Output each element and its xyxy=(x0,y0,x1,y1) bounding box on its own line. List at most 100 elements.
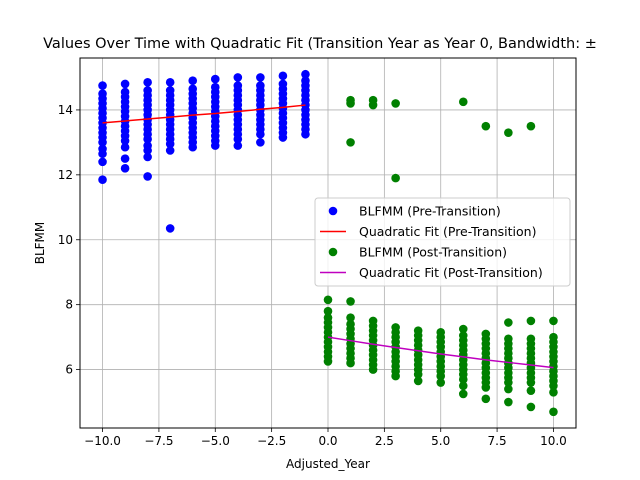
x-tick-label: −2.5 xyxy=(257,434,286,448)
scatter-point xyxy=(233,141,243,150)
x-tick-label: 0.0 xyxy=(318,434,337,448)
scatter-point xyxy=(323,306,333,316)
scatter-point xyxy=(120,164,130,173)
scatter-point xyxy=(526,386,536,395)
scatter-point xyxy=(504,318,513,327)
scatter-point xyxy=(526,121,536,131)
scatter-point xyxy=(278,71,288,81)
scatter-point xyxy=(368,365,378,374)
y-tick-label: 8 xyxy=(65,298,73,312)
scatter-point xyxy=(323,357,333,366)
scatter-point xyxy=(120,136,130,146)
legend-box xyxy=(314,197,571,287)
scatter-point xyxy=(346,358,355,368)
x-tick-label: 10.0 xyxy=(540,434,567,448)
scatter-point xyxy=(210,74,220,84)
scatter-point xyxy=(98,175,107,185)
x-axis-label: Adjusted_Year xyxy=(286,457,370,471)
axis-ticks: −10.0 −7.5 −5.0 −2.5 0.0 2.5 5.0 7.5 10.0 6 8 10 12 1… xyxy=(58,103,567,448)
scatter-point xyxy=(143,172,152,181)
x-tick-label: 2.5 xyxy=(375,434,394,448)
scatter-point xyxy=(458,389,468,399)
scatter-point xyxy=(256,129,265,139)
legend-label: Quadratic Fit (Post-Transition) xyxy=(359,265,543,280)
legend-marker xyxy=(328,247,338,257)
x-tick-label: 7.5 xyxy=(488,434,507,448)
scatter-point xyxy=(458,375,468,384)
scatter-point xyxy=(323,295,333,305)
scatter-point xyxy=(458,324,468,334)
scatter-point xyxy=(458,381,468,391)
scatter-point xyxy=(188,76,198,86)
scatter-point xyxy=(233,73,243,82)
scatter-point xyxy=(481,394,491,404)
scatter-point xyxy=(391,99,400,108)
scatter-point xyxy=(188,142,198,152)
scatter-point xyxy=(549,407,558,417)
scatter-point xyxy=(368,100,378,110)
y-tick-label: 14 xyxy=(58,103,73,117)
scatter-point xyxy=(301,69,310,79)
scatter-point xyxy=(278,133,288,142)
chart-marks xyxy=(98,69,558,417)
scatter-point xyxy=(549,387,558,397)
x-tick-label: −7.5 xyxy=(144,434,173,448)
scatter-point xyxy=(526,316,536,326)
scatter-point xyxy=(413,376,423,386)
scatter-point xyxy=(210,141,220,150)
scatter-point xyxy=(98,81,107,90)
scatter-point xyxy=(391,173,400,183)
legend-label: BLFMM (Pre-Transition) xyxy=(359,204,501,219)
scatter-point xyxy=(143,134,152,144)
scatter-point xyxy=(98,149,107,159)
legend-label: Quadratic Fit (Pre-Transition) xyxy=(359,224,536,239)
scatter-point xyxy=(346,138,355,147)
scatter-point xyxy=(526,378,536,387)
scatter-point xyxy=(504,128,513,137)
scatter-point xyxy=(301,129,310,139)
scatter-point xyxy=(504,397,513,407)
scatter-point xyxy=(143,78,152,87)
scatter-point xyxy=(165,78,175,87)
x-tick-label: −10.0 xyxy=(84,434,121,448)
scatter-point xyxy=(526,402,536,412)
y-tick-label: 10 xyxy=(58,233,73,247)
chart-title: Values Over Time with Quadratic Fit (Tra… xyxy=(43,36,597,52)
scatter-series-0 xyxy=(98,69,310,233)
scatter-point xyxy=(549,316,558,326)
x-tick-label: 5.0 xyxy=(431,434,450,448)
fit-line-3 xyxy=(327,336,554,369)
legend-marker xyxy=(328,206,338,216)
scatter-point xyxy=(549,381,558,391)
scatter-point xyxy=(481,121,491,131)
y-axis-label: BLFMM xyxy=(33,222,47,265)
fit-line-1 xyxy=(102,104,306,124)
scatter-point xyxy=(233,134,243,144)
scatter-point xyxy=(481,383,491,392)
scatter-point xyxy=(391,371,400,381)
scatter-point xyxy=(120,142,130,152)
scatter-point xyxy=(120,154,130,163)
scatter-point xyxy=(98,157,107,167)
scatter-point xyxy=(165,146,175,155)
scatter-point xyxy=(165,139,175,149)
scatter-point xyxy=(256,138,265,147)
scatter-point xyxy=(143,152,152,162)
legend: BLFMM (Pre-Transition) Quadratic Fit (Pre… xyxy=(314,197,571,287)
scatter-point xyxy=(120,79,130,89)
legend-label: BLFMM (Post-Transition) xyxy=(359,245,507,260)
scatter-point xyxy=(504,378,513,387)
scatter-point xyxy=(256,73,265,82)
scatter-point xyxy=(143,146,152,155)
y-tick-label: 6 xyxy=(65,363,73,377)
x-tick-label: −5.0 xyxy=(201,434,230,448)
scatter-point xyxy=(346,99,355,108)
scatter-point xyxy=(436,371,446,381)
scatter-point xyxy=(458,97,468,107)
scatter-point xyxy=(346,313,355,322)
scatter-point xyxy=(413,370,423,379)
scatter-point xyxy=(165,224,175,233)
y-tick-label: 12 xyxy=(58,168,73,182)
scatter-point xyxy=(504,384,513,394)
